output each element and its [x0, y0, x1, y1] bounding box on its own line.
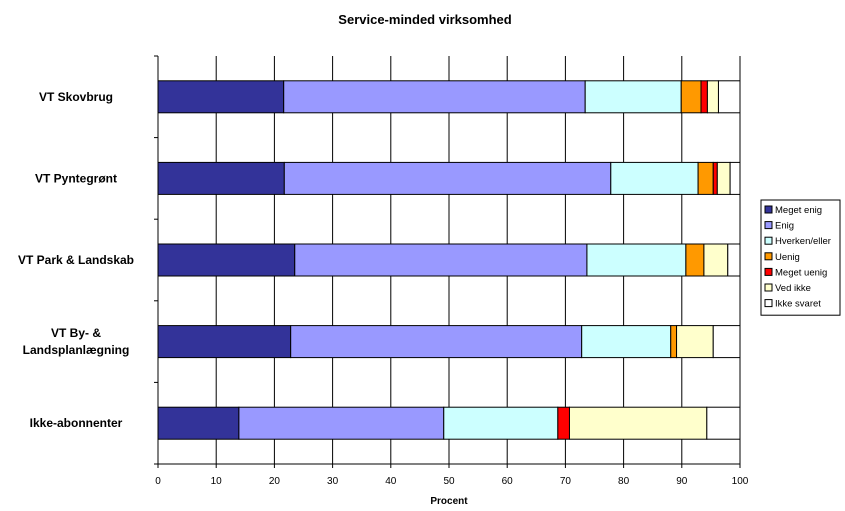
x-tick-label: 80	[618, 476, 630, 487]
bar-segment	[713, 162, 717, 194]
category-label: VT Pyntegrønt	[35, 171, 117, 185]
x-tick-label: 50	[443, 476, 455, 487]
legend-swatch	[765, 300, 772, 307]
bar-segment	[728, 244, 740, 276]
legend-label: Ikke svaret	[775, 299, 821, 310]
x-tick-label: 0	[155, 476, 161, 487]
bar-segment	[158, 326, 291, 358]
legend-label: Ved ikke	[775, 283, 811, 294]
category-label: VT By- &	[51, 326, 101, 340]
bar-segment	[582, 326, 671, 358]
bar-segment	[291, 326, 582, 358]
x-tick-label: 90	[676, 476, 688, 487]
bar-segment	[713, 326, 740, 358]
bar-segment	[718, 81, 740, 113]
x-tick-label: 30	[327, 476, 339, 487]
chart-title: Service-minded virksomhed	[338, 12, 511, 27]
category-label: Ikke-abonnenter	[30, 416, 123, 430]
bar-segment	[686, 244, 704, 276]
legend-swatch	[765, 284, 772, 291]
bar-segment	[707, 81, 718, 113]
x-tick-label: 10	[211, 476, 223, 487]
bar-segment	[707, 407, 740, 439]
category-label: VT Skovbrug	[39, 90, 113, 104]
bar-segment	[158, 162, 284, 194]
bar-segment	[698, 162, 713, 194]
bar-segment	[730, 162, 740, 194]
bar-segment	[704, 244, 728, 276]
bar-segment	[677, 326, 714, 358]
bar-segment	[701, 81, 707, 113]
bar-segment	[611, 162, 698, 194]
x-tick-label: 40	[385, 476, 397, 487]
legend-swatch	[765, 268, 772, 275]
category-label: VT Park & Landskab	[18, 253, 134, 267]
bar-segment	[158, 81, 284, 113]
x-tick-label: 60	[502, 476, 514, 487]
bar-segment	[587, 244, 686, 276]
bar-segment	[569, 407, 706, 439]
bar-segment	[671, 326, 677, 358]
legend-swatch	[765, 237, 772, 244]
legend-label: Uenig	[775, 252, 800, 263]
x-tick-label: 20	[269, 476, 281, 487]
x-tick-label: 100	[732, 476, 749, 487]
legend-label: Meget enig	[775, 205, 822, 216]
legend-swatch	[765, 222, 772, 229]
legend-label: Enig	[775, 221, 794, 232]
bar-segment	[158, 407, 239, 439]
bar-segment	[558, 407, 570, 439]
legend: Meget enig Enig Hverken/eller Uenig Meget ue…	[761, 200, 840, 315]
bar-segment	[295, 244, 587, 276]
bar-segment	[239, 407, 444, 439]
bar-segment	[284, 81, 585, 113]
x-tick-label: 70	[560, 476, 572, 487]
bar-segment	[444, 407, 558, 439]
bar-segment	[585, 81, 681, 113]
bar-segment	[717, 162, 730, 194]
legend-label: Meget uenig	[775, 267, 827, 278]
category-label: Landsplanlægning	[23, 343, 130, 357]
legend-swatch	[765, 206, 772, 213]
x-axis-label: Procent	[430, 496, 468, 506]
bar-segment	[681, 81, 701, 113]
legend-swatch	[765, 253, 772, 260]
bar-segment	[284, 162, 611, 194]
bar-segment	[158, 244, 295, 276]
legend-label: Hverken/eller	[775, 236, 831, 247]
